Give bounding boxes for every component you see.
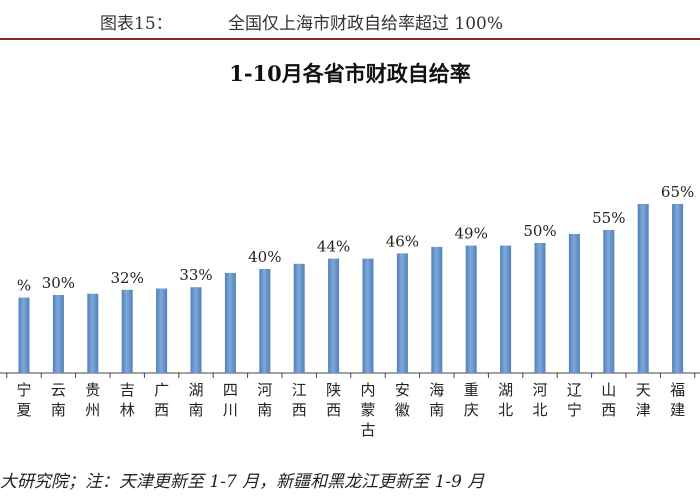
x-tick-label-6-1: 川: [223, 401, 238, 419]
x-tick-label-19-0: 福: [670, 381, 685, 399]
x-tick-label-5-0: 湖: [188, 381, 203, 399]
bar-15: [534, 243, 546, 373]
x-tick-label-12-1: 南: [429, 401, 444, 419]
bar-13: [465, 245, 477, 373]
x-tick-label-7-0: 河: [257, 381, 272, 399]
chart-title: 1-10月各省市财政自给率: [229, 61, 471, 86]
x-tick-label-5-1: 南: [188, 401, 203, 419]
x-tick-label-15-1: 北: [532, 401, 547, 419]
x-tick-label-18-0: 天: [636, 381, 651, 399]
x-tick-label-18-1: 津: [636, 401, 651, 419]
x-tick-label-9-0: 陕: [326, 381, 341, 399]
x-tick-label-10-2: 古: [360, 421, 375, 439]
bar-4: [156, 288, 168, 373]
source-footnote: 大研究院；注：天津更新至 1-7 月，新疆和黑龙江更新至 1-9 月: [0, 472, 485, 492]
data-label-19: 65%: [661, 183, 694, 201]
bar-11: [396, 253, 408, 373]
x-tick-label-7-1: 南: [257, 401, 272, 419]
bar-14: [500, 245, 512, 373]
bar-1: [52, 295, 64, 373]
x-tick-label-1-1: 南: [51, 401, 66, 419]
x-tick-label-12-0: 海: [429, 381, 444, 399]
x-tick-label-16-0: 辽: [567, 381, 582, 399]
x-tick-label-2-0: 贵: [85, 381, 100, 399]
bar-16: [568, 233, 580, 373]
x-tick-label-14-0: 湖: [498, 381, 513, 399]
data-label-1: 30%: [42, 274, 75, 292]
bar-17: [603, 230, 615, 373]
data-label-0: %: [17, 277, 31, 295]
x-tick-label-19-1: 建: [670, 401, 685, 419]
bar-0: [18, 297, 30, 373]
data-label-7: 40%: [248, 248, 281, 266]
x-tick-label-4-0: 广: [154, 381, 169, 399]
x-tick-label-13-0: 重: [464, 381, 479, 399]
figure-caption: 全国仅上海市财政自给率超过 100%: [228, 14, 504, 34]
x-tick-label-3-1: 林: [120, 401, 135, 419]
bar-18: [637, 204, 649, 373]
x-tick-label-8-0: 江: [292, 381, 307, 399]
x-tick-label-8-1: 西: [292, 401, 307, 419]
bar-9: [328, 258, 340, 373]
x-tick-label-1-0: 云: [51, 381, 66, 399]
data-label-17: 55%: [592, 209, 625, 227]
bar-3: [121, 289, 133, 373]
x-tick-label-0-0: 宁: [16, 381, 31, 399]
x-tick-label-4-1: 西: [154, 401, 169, 419]
data-label-11: 46%: [386, 232, 419, 250]
figure-number: 图表15：: [100, 14, 173, 34]
data-label-3: 32%: [111, 269, 144, 287]
x-tick-label-3-0: 吉: [120, 381, 135, 399]
x-tick-label-9-1: 西: [326, 401, 341, 419]
x-tick-label-2-1: 州: [85, 401, 100, 419]
x-tick-label-14-1: 北: [498, 401, 513, 419]
x-tick-label-10-1: 蒙: [360, 401, 375, 419]
bar-10: [362, 258, 374, 373]
x-tick-label-11-0: 安: [395, 381, 410, 399]
x-tick-label-17-0: 山: [601, 381, 616, 399]
x-tick-label-16-1: 宁: [567, 401, 582, 419]
bar-5: [190, 287, 202, 373]
x-tick-label-17-1: 西: [601, 401, 616, 419]
bar-19: [672, 204, 684, 373]
x-tick-label-11-1: 徽: [395, 401, 410, 419]
bar-2: [87, 293, 99, 373]
bar-12: [431, 246, 443, 373]
bar-7: [259, 269, 271, 373]
data-label-9: 44%: [317, 238, 350, 256]
data-label-5: 33%: [179, 266, 212, 284]
bar-6: [224, 272, 236, 373]
x-tick-label-6-0: 四: [223, 381, 238, 399]
x-tick-label-10-0: 内: [360, 381, 375, 399]
data-label-15: 50%: [523, 222, 556, 240]
x-tick-label-15-0: 河: [532, 381, 547, 399]
bar-8: [293, 263, 305, 373]
x-tick-label-0-1: 夏: [16, 401, 31, 419]
data-label-13: 49%: [455, 225, 488, 243]
figure-header: 图表15： 全国仅上海市财政自给率超过 100%: [0, 0, 700, 40]
x-tick-label-13-1: 庆: [464, 401, 479, 419]
